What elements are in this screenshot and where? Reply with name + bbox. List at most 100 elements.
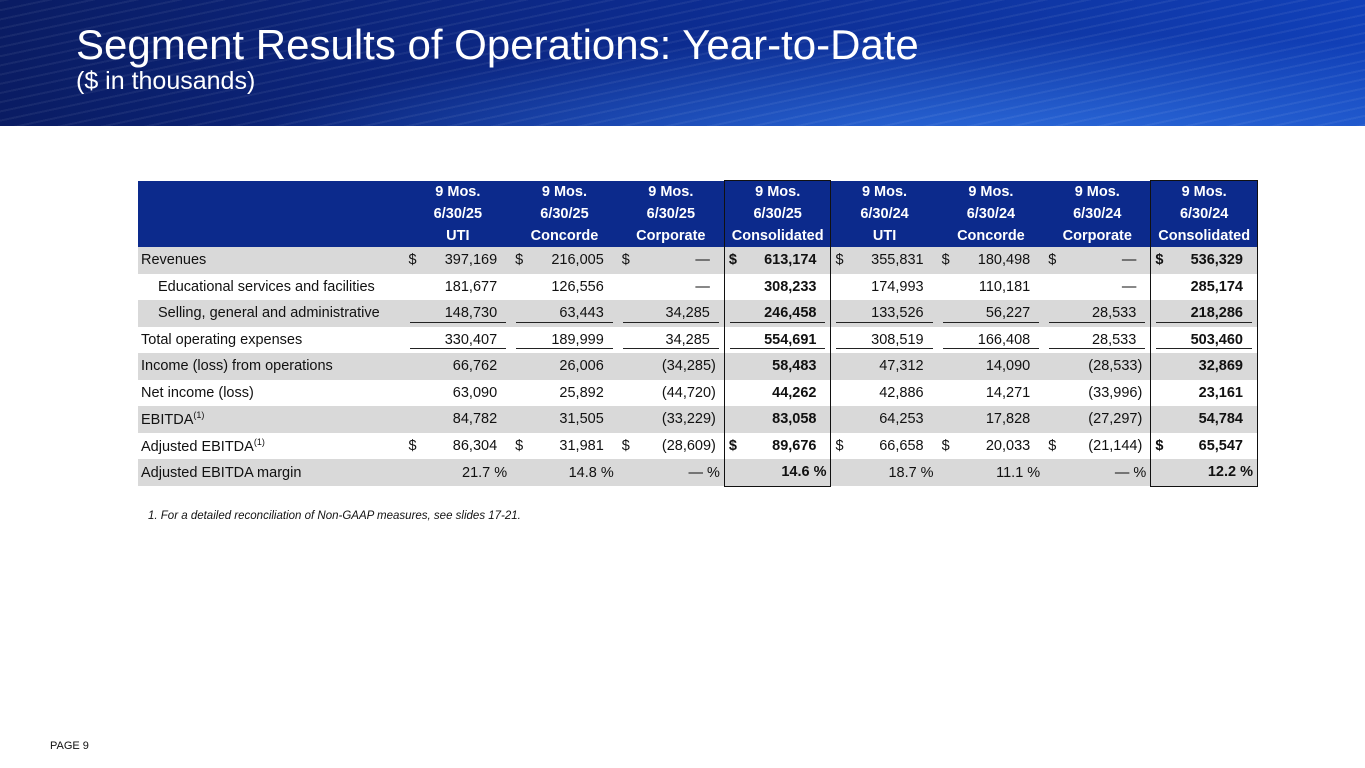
cell: 63,443 — [511, 300, 618, 327]
table-row-sga: Selling, general and administrative 148,… — [138, 300, 1258, 327]
header-col-uti-24: 9 Mos. 6/30/24 UTI — [830, 180, 938, 247]
cell-consolidated: $536,329 — [1150, 247, 1258, 274]
cell: 21.7 % — [404, 459, 512, 486]
header-col-corporate-25: 9 Mos. 6/30/25 Corporate — [617, 180, 725, 247]
cell: (34,285) — [617, 353, 725, 380]
cell: 31,505 — [511, 406, 618, 433]
cell: 25,892 — [559, 384, 604, 401]
cell: 181,677 — [444, 278, 498, 295]
cell-consolidated: 83,058 — [723, 406, 832, 433]
cell-consolidated: 12.2 % — [1150, 459, 1258, 487]
page-subtitle: ($ in thousands) — [76, 67, 256, 95]
cell: $355,831 — [830, 247, 938, 274]
cell-consolidated: 503,460 — [1150, 326, 1258, 353]
cell: 11.1 % — [937, 459, 1045, 486]
cell: 28,533 — [1044, 300, 1151, 327]
title-banner: Segment Results of Operations: Year-to-D… — [0, 0, 1365, 126]
header-col-corporate-24: 9 Mos. 6/30/24 Corporate — [1044, 180, 1151, 247]
header-col-concorde-25: 9 Mos. 6/30/25 Concorde — [511, 180, 618, 247]
cell: $ (28,609) — [621, 437, 716, 454]
cell: 56,227 — [937, 300, 1045, 327]
cell: 63,090 — [452, 384, 498, 401]
cell-consolidated: 218,286 — [1150, 300, 1258, 327]
cell: 14.8 % — [511, 459, 618, 486]
footnote-ref: (1) — [193, 410, 205, 421]
cell: $ — — [1044, 247, 1151, 274]
cell: $31,981 — [515, 437, 604, 454]
cell-consolidated: $65,547 — [1150, 432, 1258, 459]
page-title: Segment Results of Operations: Year-to-D… — [76, 21, 919, 68]
table-header-row: 9 Mos. 6/30/25 UTI 9 Mos. 6/30/25 Concorde 9… — [138, 180, 1258, 247]
table-row-net-income: Net income (loss) 63,090 25,892 (44,720)… — [138, 379, 1258, 406]
cell: 174,993 — [871, 278, 924, 295]
row-label: EBITDA(1) — [138, 406, 405, 433]
cell: $180,498 — [937, 247, 1045, 274]
cell: 126,556 — [551, 278, 604, 295]
cell-consolidated: 308,233 — [723, 273, 832, 300]
header-blank — [138, 180, 405, 247]
table-row-ebitda: EBITDA(1) 84,782 31,505 (33,229) 83,058 … — [138, 406, 1258, 433]
row-label: Selling, general and administrative — [138, 300, 405, 327]
cell: $ — — [617, 247, 725, 274]
cell: 64,253 — [830, 406, 938, 433]
table-row-revenues: Revenues $397,169 $216,005 $ — $613,174 $… — [138, 247, 1258, 274]
cell: 133,526 — [830, 300, 938, 327]
row-label: Net income (loss) — [141, 384, 254, 401]
cell-consolidated: 32,869 — [1150, 353, 1258, 380]
page-number: PAGE 9 — [50, 740, 89, 752]
footnote: 1. For a detailed reconciliation of Non-… — [148, 510, 521, 522]
row-label: Revenues — [138, 247, 405, 274]
cell-consolidated: 54,784 — [1150, 406, 1258, 433]
row-label: Income (loss) from operations — [138, 353, 405, 380]
cell: $397,169 — [404, 247, 512, 274]
table-row-total-operating-expenses: Total operating expenses 330,407 189,999… — [138, 326, 1258, 354]
cell-consolidated: 14.6 % — [723, 459, 832, 487]
cell-consolidated: 23,161 — [1150, 379, 1258, 406]
cell-consolidated: 285,174 — [1150, 273, 1258, 300]
cell: 148,730 — [404, 300, 512, 327]
cell: 189,999 — [511, 327, 618, 354]
segment-results-table: 9 Mos. 6/30/25 UTI 9 Mos. 6/30/25 Concorde 9… — [138, 180, 1258, 487]
cell: (27,297) — [1044, 406, 1151, 433]
cell: 34,285 — [617, 300, 725, 327]
cell: — — [1121, 278, 1137, 295]
cell: (33,996) — [1088, 384, 1143, 401]
row-label: Educational services and facilities — [158, 278, 375, 295]
footnote-ref: (1) — [253, 436, 265, 447]
cell: $ (21,144) — [1048, 437, 1143, 454]
table-row-educational-services: Educational services and facilities 181,… — [138, 273, 1258, 300]
header-col-uti-25: 9 Mos. 6/30/25 UTI — [404, 180, 512, 247]
cell: 14,090 — [937, 353, 1045, 380]
cell: 14,271 — [985, 384, 1031, 401]
row-label: Adjusted EBITDA margin — [138, 459, 405, 486]
header-col-concorde-24: 9 Mos. 6/30/24 Concorde — [937, 180, 1045, 247]
cell: — % — [617, 459, 725, 486]
cell: 166,408 — [938, 327, 1045, 354]
cell: 84,782 — [404, 406, 512, 433]
cell: (28,533) — [1044, 353, 1151, 380]
cell: 34,285 — [618, 327, 725, 354]
cell-consolidated: 554,691 — [723, 326, 832, 353]
cell: (44,720) — [661, 384, 716, 401]
cell: (33,229) — [617, 406, 725, 433]
cell-consolidated: $613,174 — [723, 247, 832, 274]
cell: 28,533 — [1044, 327, 1151, 354]
cell: — % — [1044, 459, 1151, 486]
header-col-consolidated-25: 9 Mos. 6/30/25 Consolidated — [723, 180, 832, 247]
cell: 110,181 — [978, 278, 1031, 295]
table-row-adjusted-ebitda-margin: Adjusted EBITDA margin 21.7 % 14.8 % — %… — [138, 459, 1258, 487]
row-label: Adjusted EBITDA(1) — [141, 436, 265, 455]
cell: 308,519 — [831, 327, 938, 354]
cell: 17,828 — [937, 406, 1045, 433]
segment-results-table-container: 9 Mos. 6/30/25 UTI 9 Mos. 6/30/25 Concorde 9… — [138, 180, 1258, 487]
row-label: Total operating expenses — [141, 331, 303, 348]
cell: — — [695, 278, 710, 295]
table-row-adjusted-ebitda: Adjusted EBITDA(1) $86,304 $31,981 $ (28,… — [138, 432, 1258, 459]
cell: $216,005 — [511, 247, 618, 274]
cell: $20,033 — [941, 437, 1031, 454]
cell: $66,658 — [835, 437, 924, 454]
cell: 18.7 % — [830, 459, 938, 486]
header-col-consolidated-24: 9 Mos. 6/30/24 Consolidated — [1150, 180, 1258, 247]
table-row-income-from-operations: Income (loss) from operations 66,762 26,… — [138, 353, 1258, 380]
cell-consolidated: 58,483 — [723, 353, 832, 380]
